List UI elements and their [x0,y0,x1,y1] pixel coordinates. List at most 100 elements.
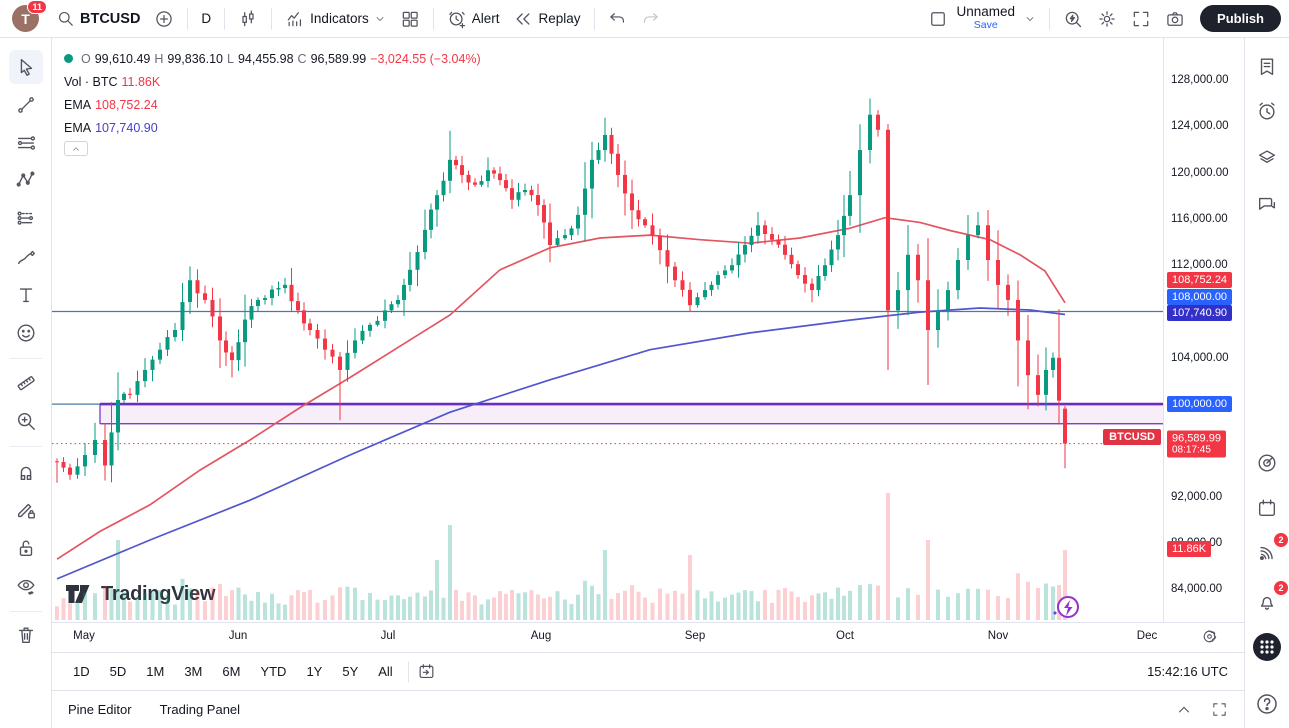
toolbar-separator [432,7,434,30]
alert-button[interactable]: Alert [440,5,507,33]
zoom-in-icon [17,412,35,430]
ohlc-row[interactable]: O 99,610.49 H 99,836.10 L 94,455.98 C 96,589… [64,49,481,68]
hide-drawings-button[interactable] [9,569,43,603]
ema-slow-row[interactable]: EMA 107,740.90 [64,118,481,137]
remove-drawings-button[interactable] [9,618,43,652]
go-to-date-icon[interactable] [417,662,436,681]
symbol-search-button[interactable]: BTCUSD [49,5,147,32]
chart-pane[interactable]: TradingView O99,610.49 H99,836.10 L94,45… [52,38,1244,622]
layout-name-block[interactable]: Unnamed Save [956,4,1016,32]
measure-tool-button[interactable] [9,366,43,400]
toolbar-separator [187,7,189,30]
redo-button[interactable] [634,5,667,32]
interval-range-5d[interactable]: 5D [103,660,134,683]
indicators-button[interactable]: Indicators [278,5,393,33]
publish-button[interactable]: Publish [1200,5,1281,32]
interval-range-1y[interactable]: 1Y [299,660,329,683]
interval-range-5y[interactable]: 5Y [335,660,365,683]
question-mark-icon [1257,694,1277,714]
tradingview-logo-icon [66,585,90,603]
text-tool-button[interactable] [9,278,43,312]
magnet-icon [20,466,32,481]
lock-drawings-button[interactable] [9,531,43,565]
brush-tool-button[interactable] [9,240,43,274]
settings-button[interactable] [1090,5,1124,33]
chart-legend: O 99,610.49 H 99,836.10 L 94,455.98 C 96,589… [64,49,481,156]
ema-fast-row[interactable]: EMA 108,752.24 [64,95,481,114]
toolbar-divider [10,358,42,359]
interval-range-1m[interactable]: 1M [139,660,171,683]
tab-pine-editor[interactable]: Pine Editor [68,702,132,717]
volume-row[interactable]: Vol · BTC 11.86K [64,72,481,91]
user-avatar[interactable]: T 11 [12,0,47,32]
time-axis[interactable]: May Jun Jul Aug Sep Oct Nov Dec [52,622,1244,652]
projection-tool-button[interactable] [9,202,43,236]
price-tick: 124,000.00 [1171,120,1229,133]
price-chart-canvas[interactable] [52,38,1163,622]
grid-icon [402,11,418,27]
clock-utc[interactable]: 15:42:16 UTC [1147,664,1228,679]
watchlist-button[interactable] [1251,51,1283,83]
toolbar-separator [593,7,595,30]
notifications-count-badge: 2 [1274,581,1288,595]
replay-icon [517,12,530,25]
trash-icon [18,627,34,644]
bell-icon [1260,596,1274,610]
apps-grid-button[interactable] [1251,631,1283,663]
price-tick: 112,000.00 [1171,259,1228,272]
streams-count-badge: 2 [1274,533,1288,547]
tab-trading-panel[interactable]: Trading Panel [159,702,241,717]
price-tick: 116,000.00 [1171,212,1228,225]
object-tree-button[interactable] [1251,141,1283,173]
layout-name-label: Unnamed [956,4,1016,20]
text-icon [19,288,33,303]
legend-collapse-button[interactable] [64,141,88,156]
compare-add-symbol-button[interactable] [147,5,181,33]
pattern-tool-button[interactable] [9,163,43,197]
zoom-in-tool-button[interactable] [9,404,43,438]
magnet-tool-button[interactable] [9,455,43,489]
expand-panel-chevron-icon[interactable] [1175,701,1193,719]
notifications-button[interactable]: 2 [1251,581,1288,617]
trend-line-tool-button[interactable] [9,88,43,122]
undo-button[interactable] [601,5,634,32]
quick-search-button[interactable] [1056,5,1090,33]
layout-grid-button[interactable] [393,5,427,33]
time-axis-label: Aug [530,630,552,642]
screener-button[interactable] [1251,447,1283,479]
layout-menu-chevron[interactable] [1017,9,1043,29]
replay-button[interactable]: Replay [506,5,587,33]
emoji-tool-button[interactable] [9,316,43,350]
alerts-panel-button[interactable] [1251,95,1283,127]
axis-settings-gear-icon[interactable] [1201,628,1218,645]
interval-range-1d[interactable]: 1D [66,660,97,683]
toolbar-divider [10,446,42,447]
event-lightning-icon[interactable] [1048,593,1082,623]
maximize-panel-icon[interactable] [1211,701,1228,718]
cursor-tool-button[interactable] [9,50,43,84]
interval-button[interactable]: D [194,7,218,30]
indicators-icon [287,11,302,26]
chat-button[interactable] [1251,189,1283,221]
help-button[interactable] [1251,688,1283,720]
chevron-down-icon [376,16,384,21]
interval-range-ytd[interactable]: YTD [253,660,293,683]
save-link[interactable]: Save [973,19,998,32]
interval-range-3m[interactable]: 3M [177,660,209,683]
snapshot-button[interactable] [1158,5,1192,33]
top-toolbar: T 11 BTCUSD D Indicators Alert Replay [0,0,1289,38]
toolbar-separator [271,7,273,30]
chart-style-button[interactable] [231,5,265,33]
price-axis[interactable]: 128,000.00 124,000.00 120,000.00 116,000.00… [1163,38,1244,622]
drawing-mode-button[interactable] [9,493,43,527]
save-layout-square-button[interactable] [921,5,955,33]
fib-lines-tool-button[interactable] [9,126,43,160]
price-badge: 100,000.00 [1167,396,1233,412]
interval-range-all[interactable]: All [371,660,399,683]
interval-range-6m[interactable]: 6M [215,660,247,683]
chevron-down-icon [1026,16,1034,21]
streams-button[interactable]: 2 [1251,533,1288,569]
time-axis-label: Sep [684,630,706,642]
fullscreen-button[interactable] [1124,5,1158,33]
calendar-button[interactable] [1251,492,1283,524]
